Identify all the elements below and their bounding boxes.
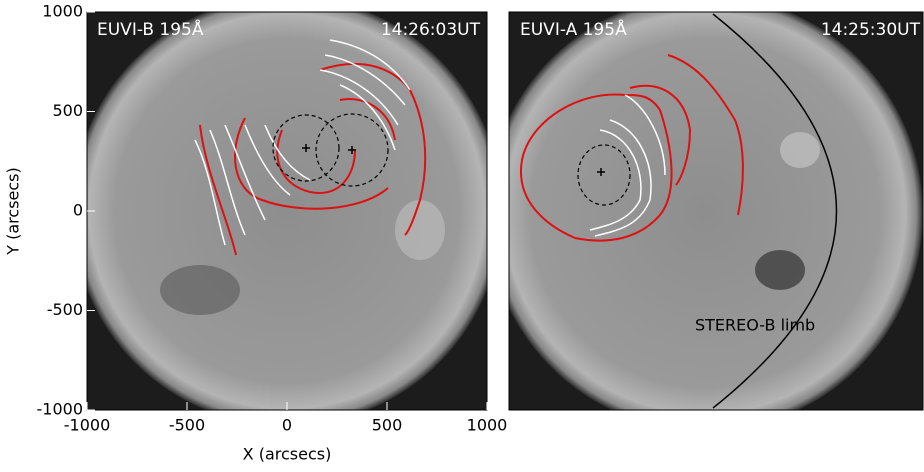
x-tick-label: -500 <box>169 416 205 435</box>
y-tick-label: 1000 <box>42 2 83 21</box>
x-tick-label: 500 <box>372 416 403 435</box>
y-tick-label: 500 <box>52 101 83 120</box>
panel-image <box>72 0 502 426</box>
y-tick-label: -500 <box>47 300 83 319</box>
panel-title: EUVI-A 195Å <box>520 18 627 40</box>
panel-image <box>487 0 923 431</box>
panel-time: 14:25:30UT <box>821 20 921 40</box>
y-axis-label: Y (arcsecs) <box>4 167 23 255</box>
figure: EUVI-B 195Å 14:26:03UT X (arcsecs) Y (ar… <box>0 0 924 468</box>
x-tick-label: 0 <box>282 416 292 435</box>
x-tick-label: 1000 <box>467 416 508 435</box>
panel-time: 14:26:03UT <box>381 20 481 40</box>
annotation: STEREO-B limb <box>695 316 815 335</box>
y-tick-label: -1000 <box>37 400 84 419</box>
y-tick-label: 0 <box>73 201 83 220</box>
panel-title: EUVI-B 195Å <box>97 18 204 40</box>
x-axis-label: X (arcsecs) <box>243 445 332 464</box>
